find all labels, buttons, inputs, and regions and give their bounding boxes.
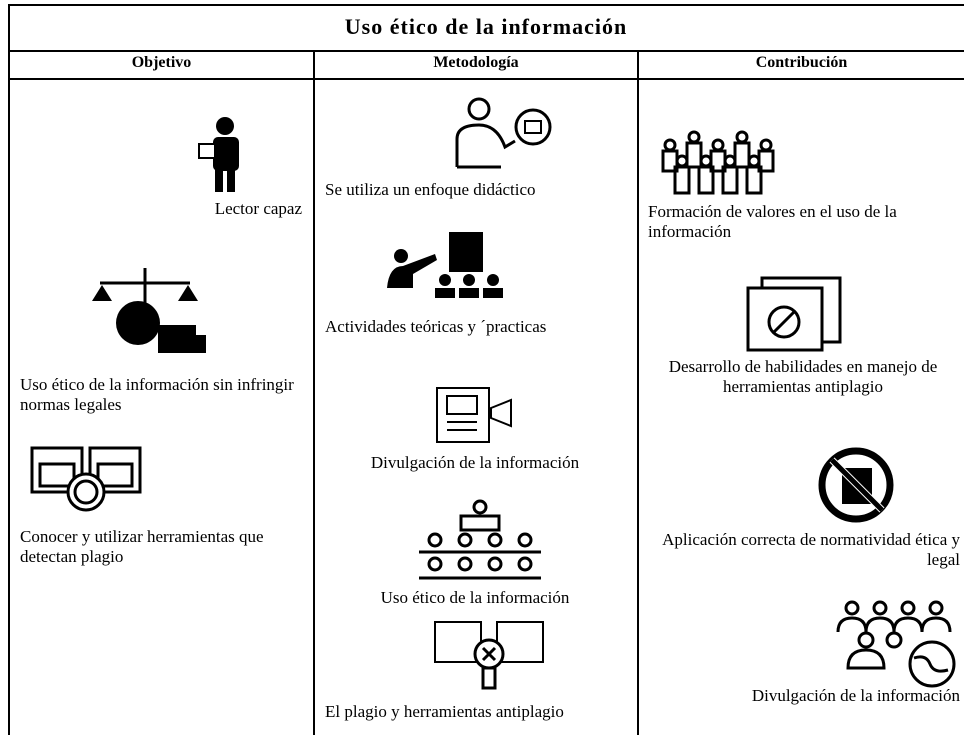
border	[8, 78, 964, 80]
item-text: Desarrollo de habilidades en manejo de h…	[668, 357, 938, 396]
icon	[434, 621, 544, 690]
icon	[455, 97, 552, 169]
border	[313, 50, 315, 735]
icon	[661, 130, 775, 195]
item-text: Actividades teóricas y ´practicas	[325, 317, 547, 336]
icon	[387, 232, 503, 298]
item-text: Conocer y utilizar herramientas que dete…	[20, 527, 264, 566]
item-text: Divulgación de la información	[751, 686, 960, 705]
column-header: Metodología	[433, 54, 519, 71]
item-text: Lector capaz	[214, 199, 302, 218]
item-text: Aplicación correcta de normatividad étic…	[662, 530, 960, 569]
icon	[198, 117, 239, 192]
item-text: Formación de valores en el uso de la inf…	[648, 202, 897, 241]
icon	[30, 446, 142, 512]
icon	[818, 447, 894, 523]
icon	[836, 600, 956, 688]
table-title: Uso ético de la información	[344, 14, 628, 39]
item-text: El plagio y herramientas antiplagio	[325, 702, 564, 721]
item-text: Uso ético de la información	[380, 588, 570, 607]
icon	[436, 387, 512, 443]
item-text: Divulgación de la información	[370, 453, 580, 472]
border	[8, 50, 964, 52]
border	[637, 50, 639, 735]
icon	[746, 276, 842, 352]
icon	[419, 499, 541, 580]
border	[8, 4, 964, 6]
border	[8, 4, 10, 735]
item-text: Se utiliza un enfoque didáctico	[325, 180, 536, 199]
icon	[92, 268, 206, 353]
column-header: Objetivo	[131, 54, 192, 71]
column-header: Contribución	[755, 54, 848, 71]
item-text: Uso ético de la información sin infringi…	[20, 375, 294, 414]
